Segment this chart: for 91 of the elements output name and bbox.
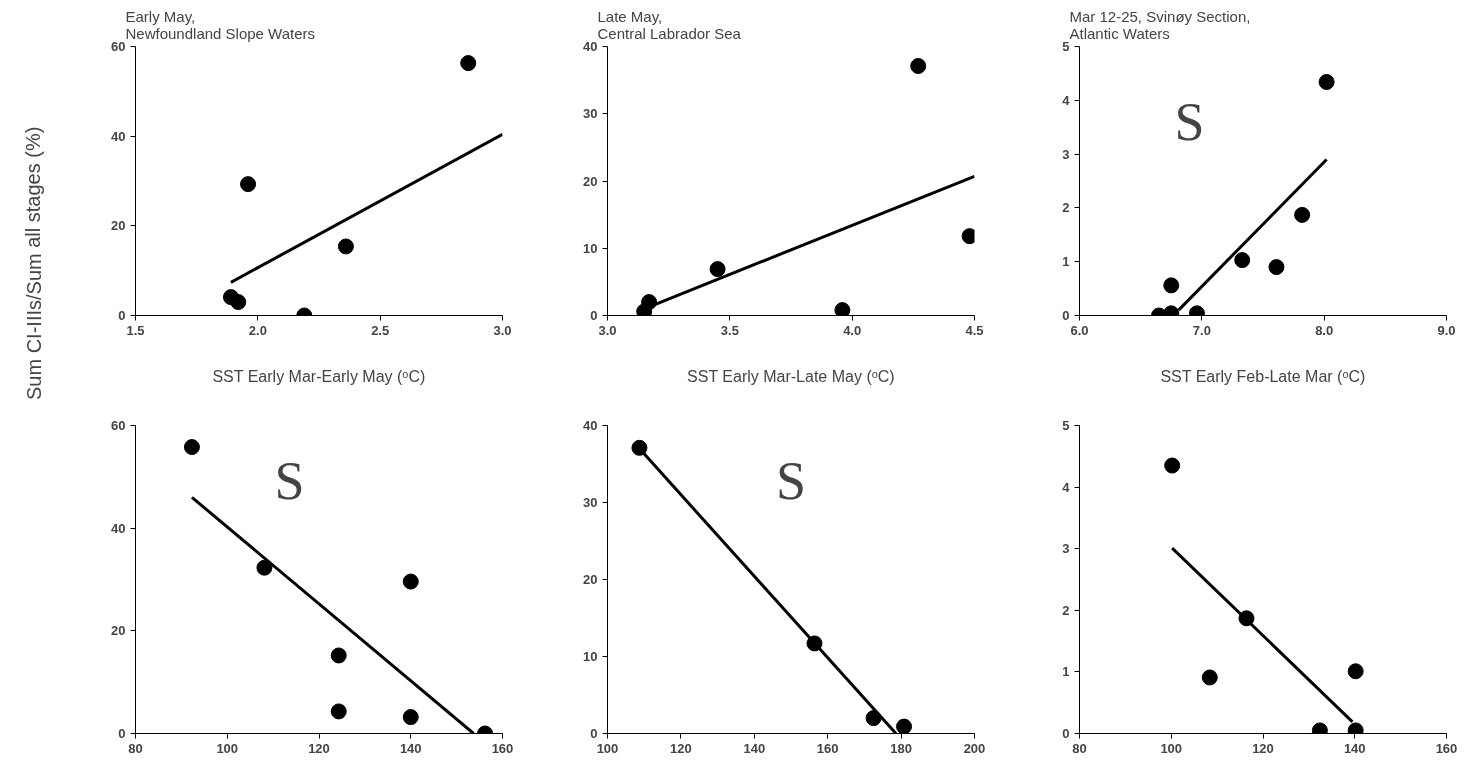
point <box>1318 74 1335 90</box>
x-tick-label: 140 <box>743 740 766 756</box>
y-tick-label: 4 <box>1062 92 1071 108</box>
point <box>1294 206 1311 223</box>
y-tick-label: 20 <box>111 623 126 639</box>
x-tick-label: 160 <box>816 740 839 756</box>
x-tick-label: 4.5 <box>965 322 984 338</box>
y-tick-label: 0 <box>1062 726 1070 741</box>
y-tick-label: 5 <box>1062 418 1070 433</box>
point <box>460 55 477 72</box>
y-tick-label: 20 <box>111 218 126 234</box>
point <box>337 238 354 255</box>
point <box>1234 252 1251 269</box>
y-tick-label: 5 <box>1062 39 1070 54</box>
y-tick-label: 20 <box>583 173 598 189</box>
annotation: S <box>775 450 807 511</box>
y-tick-label: 30 <box>583 106 598 122</box>
y-axis-title: Sum CI-IIIs/Sum all stages (%) <box>22 126 45 401</box>
x-tick-label: 200 <box>963 740 986 756</box>
x-tick-label: 120 <box>308 740 330 756</box>
point <box>1268 259 1285 276</box>
y-tick-label: 10 <box>583 649 598 664</box>
y-tick-label: 40 <box>583 418 598 433</box>
x-tick-label: 3.0 <box>598 322 617 338</box>
point <box>896 718 913 734</box>
point <box>631 439 648 456</box>
y-tick-label: 20 <box>583 572 598 587</box>
x-tick-label: 100 <box>596 740 619 756</box>
x-tick-label: 9.0 <box>1437 322 1456 338</box>
y-tick-label: 3 <box>1062 146 1070 162</box>
point <box>256 559 273 576</box>
x-tick-label: 140 <box>399 740 422 756</box>
x-axis-title: SST Early Feb-Late Mar (ᵒC) <box>1160 367 1366 385</box>
point <box>240 176 257 193</box>
y-tick-label: 0 <box>590 308 598 323</box>
annotation: S <box>274 450 305 511</box>
point <box>1163 277 1180 294</box>
y-tick-label: 4 <box>1062 479 1071 495</box>
y-tick-label: 0 <box>1062 308 1070 323</box>
chart-title: Late May, Central Labrador Sea <box>597 7 742 42</box>
y-tick-label: 0 <box>118 726 126 741</box>
chart-title: Mar 12-25, Svinøy Section, Atlantic Waters <box>1069 7 1251 42</box>
x-tick-label: 2.5 <box>371 322 390 338</box>
y-tick-label: 0 <box>590 726 598 741</box>
x-tick-label: 120 <box>1252 740 1274 756</box>
point <box>402 709 419 726</box>
x-tick-label: 3.0 <box>493 322 512 338</box>
y-tick-label: 1 <box>1062 664 1070 680</box>
x-tick-label: 120 <box>670 740 692 756</box>
annotation: S <box>1174 91 1205 152</box>
x-tick-label: 160 <box>1435 740 1458 756</box>
y-tick-label: 30 <box>583 495 598 510</box>
x-tick-label: 2.0 <box>248 322 267 338</box>
point <box>1201 669 1218 686</box>
x-tick-label: 100 <box>1160 740 1183 756</box>
x-axis-title: SST Early Mar-Early May (ᵒC) <box>212 367 426 385</box>
point <box>910 58 927 74</box>
y-tick-label: 2 <box>1062 602 1070 618</box>
x-tick-label: 6.0 <box>1070 322 1089 338</box>
x-tick-label: 3.5 <box>720 322 739 338</box>
x-tick-label: 80 <box>1072 740 1087 756</box>
y-tick-label: 60 <box>111 418 126 433</box>
point <box>1347 663 1364 680</box>
x-tick-label: 100 <box>216 740 239 756</box>
point <box>183 439 200 456</box>
x-tick-label: 140 <box>1343 740 1366 756</box>
y-tick-label: 40 <box>583 39 598 54</box>
y-tick-label: 10 <box>583 240 598 256</box>
x-tick-label: 4.0 <box>843 322 862 338</box>
y-tick-label: 40 <box>111 128 126 144</box>
y-tick-label: 3 <box>1062 541 1070 557</box>
point <box>1164 457 1181 474</box>
chart-title: Early May, Newfoundland Slope Waters <box>125 7 316 42</box>
x-tick-label: 7.0 <box>1192 322 1211 338</box>
point <box>834 302 851 316</box>
point <box>230 294 247 311</box>
y-tick-label: 60 <box>111 39 126 54</box>
x-tick-label: 8.0 <box>1315 322 1334 338</box>
point <box>330 703 347 720</box>
x-axis-title: SST Early Mar-Late May (ᵒC) <box>687 367 895 385</box>
x-tick-label: 1.5 <box>126 322 145 338</box>
y-tick-label: 0 <box>118 308 126 323</box>
point <box>402 573 419 590</box>
y-tick-label: 40 <box>111 520 126 536</box>
point <box>709 261 726 278</box>
x-tick-label: 80 <box>128 740 143 756</box>
x-tick-label: 180 <box>890 740 912 756</box>
x-tick-label: 160 <box>491 740 514 756</box>
point <box>330 647 347 664</box>
y-tick-label: 2 <box>1062 200 1070 216</box>
y-tick-label: 1 <box>1062 254 1070 270</box>
